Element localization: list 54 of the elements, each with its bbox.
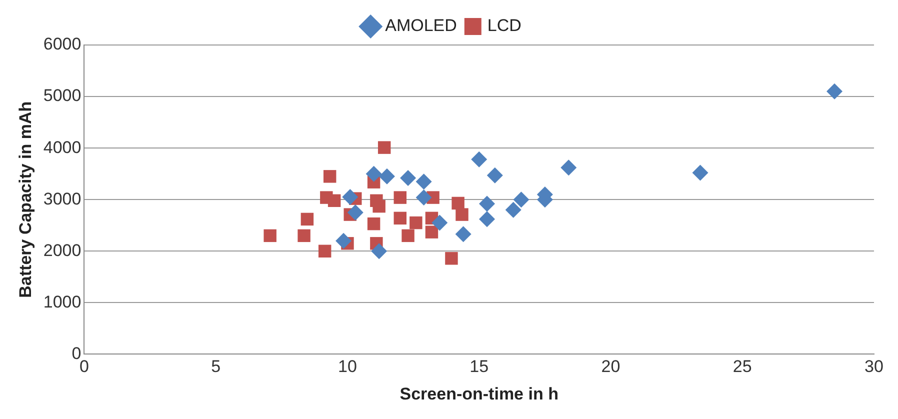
y-tick-label: 2000	[43, 240, 82, 260]
point	[455, 226, 472, 242]
x-tick-label: 20	[601, 357, 620, 376]
point	[394, 191, 406, 204]
point	[366, 166, 382, 182]
point	[416, 190, 432, 206]
point	[692, 164, 708, 181]
point	[456, 208, 468, 221]
x-tick-label: 5	[211, 357, 221, 376]
x-tick-label: 15	[470, 357, 489, 376]
point	[300, 212, 314, 226]
point	[445, 252, 458, 265]
point	[471, 151, 488, 168]
point	[367, 217, 380, 230]
point	[336, 232, 352, 249]
point	[452, 196, 464, 210]
point	[479, 196, 496, 212]
point	[432, 214, 448, 231]
point	[318, 244, 332, 258]
y-tick-label: 3000	[43, 189, 82, 208]
point	[513, 192, 530, 208]
point	[479, 211, 496, 228]
point	[347, 204, 364, 220]
y-tick-label: 5000	[43, 86, 82, 106]
point	[505, 202, 522, 218]
point	[486, 167, 503, 184]
point	[560, 160, 577, 176]
point	[328, 194, 341, 207]
point	[400, 170, 416, 186]
y-tick-label: 6000	[43, 34, 82, 54]
x-tick-label: 25	[732, 357, 752, 376]
y-tick-label: 1000	[43, 292, 82, 312]
point	[371, 243, 388, 260]
point	[323, 170, 336, 183]
point	[402, 229, 414, 242]
legend-label: AMOLED	[385, 16, 457, 36]
y-tick-label: 0	[72, 344, 82, 363]
point	[342, 189, 358, 206]
point	[378, 141, 391, 154]
point	[378, 168, 395, 184]
point	[372, 200, 386, 213]
point	[826, 83, 843, 100]
x-tick-label: 30	[864, 357, 884, 376]
point	[425, 226, 438, 238]
point	[394, 212, 406, 225]
point	[298, 229, 310, 242]
point	[264, 229, 276, 242]
y-tick-label: 4000	[43, 138, 82, 157]
x-axis-title: Screen-on-time in h	[400, 384, 558, 404]
legend-label: LCD	[487, 16, 522, 36]
y-axis-title: Battery Capacity in mAh	[16, 101, 35, 298]
point	[410, 216, 422, 230]
x-tick-label: 10	[338, 357, 357, 376]
point	[416, 174, 432, 190]
